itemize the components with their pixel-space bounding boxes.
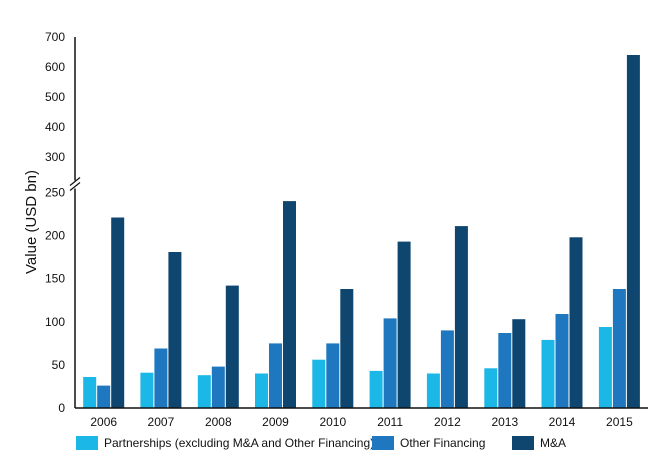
y-tick-label: 500 [45,90,65,104]
y-tick-label: 600 [45,60,65,74]
bar-2006-series-3 [111,217,125,408]
bar-2010-series-2 [326,343,340,408]
y-tick-label: 150 [45,272,65,286]
y-axis-label: Value (USD bn) [23,170,40,274]
x-tick-label: 2014 [549,415,576,429]
axis-break-mark-2 [69,177,81,186]
x-tick-label: 2010 [319,415,346,429]
x-tick-labels: 2006 2007 2008 2009 2010 2011 2012 2013 2014 2015 [90,415,633,429]
bars-layer [83,55,640,408]
x-tick-label: 2007 [148,415,175,429]
bar-2013-series-3 [512,319,526,408]
bar-2007-series-2 [154,348,168,408]
bar-2012-series-3 [454,226,468,408]
bar-2014-series-3 [569,237,583,408]
bar-2015-series-3 [626,55,640,408]
bar-2010-series-3 [340,289,354,408]
legend: Partnerships (excluding M&A and Other Fi… [76,436,566,450]
x-tick-label: 2006 [90,415,117,429]
y-tick-label: 50 [52,358,66,372]
bar-2013-series-2 [498,333,512,408]
legend-label: M&A [540,436,566,450]
bar-2010-series-1 [312,359,326,408]
bar-2008-series-3 [225,285,239,408]
y-tick-label: 400 [45,120,65,134]
x-tick-label: 2013 [491,415,518,429]
bar-2012-series-2 [440,330,454,408]
y-tick-label: 100 [45,315,65,329]
bar-2014-series-1 [541,339,555,408]
legend-swatch [372,436,394,450]
legend-label: Partnerships (excluding M&A and Other Fi… [104,436,374,450]
bar-2006-series-2 [97,385,111,408]
bar-2015-series-1 [598,327,612,408]
bar-2008-series-1 [197,375,211,408]
x-tick-label: 2008 [205,415,232,429]
bar-2015-series-2 [612,289,626,408]
x-tick-label: 2012 [434,415,461,429]
bar-2008-series-2 [211,366,225,408]
legend-label: Other Financing [400,436,485,450]
x-tick-label: 2011 [377,415,403,429]
bar-2009-series-2 [269,343,282,408]
bar-2011-series-1 [369,370,383,408]
axis-break-mark-1 [69,182,81,191]
legend-swatch [76,436,98,450]
bar-2007-series-3 [168,252,182,408]
x-tick-label: 2009 [262,415,289,429]
bar-2012-series-1 [426,373,440,408]
bar-2011-series-3 [397,241,411,408]
bar-2011-series-2 [383,318,397,408]
bar-2006-series-1 [83,377,97,408]
bar-2009-series-1 [255,373,268,408]
bar-2009-series-3 [283,201,296,408]
bar-2014-series-2 [555,314,569,408]
y-tick-label: 300 [45,150,65,164]
legend-swatch [512,436,534,450]
x-tick-label: 2015 [606,415,633,429]
bar-2013-series-1 [484,368,498,408]
y-tick-label: 250 [45,186,65,200]
y-tick-label: 700 [45,30,65,44]
y-tick-label: 200 [45,229,65,243]
axes-layer [69,37,648,409]
bar-2007-series-1 [140,372,154,408]
y-tick-labels: 0 50 100 150 200 250 300 400 500 600 700 [45,30,65,415]
y-tick-label: 0 [58,401,65,415]
